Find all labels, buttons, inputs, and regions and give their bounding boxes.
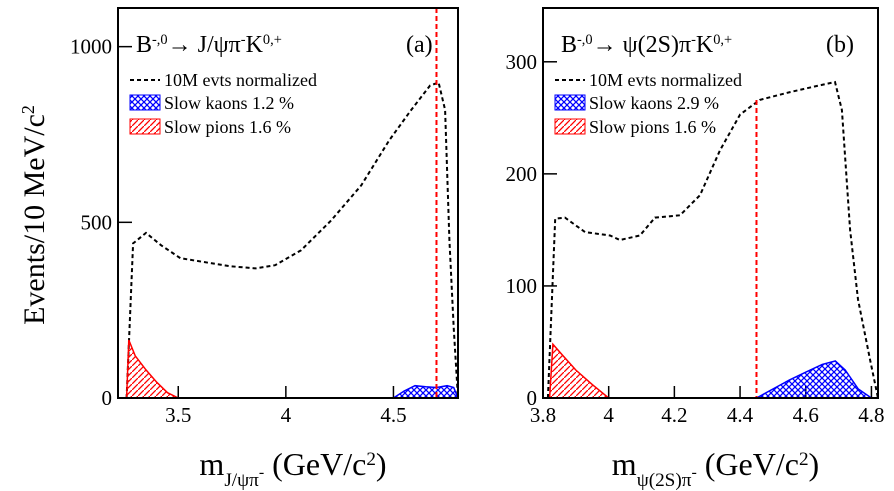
x-axis-label: mψ(2S)π- (GeV/c2) xyxy=(612,446,819,491)
legend-label: Slow kaons 2.9 % xyxy=(589,93,719,113)
panel-title-part: 0,+ xyxy=(263,32,282,48)
x-tick-label: 4.8 xyxy=(858,403,884,427)
x-axis-label-part: 2 xyxy=(366,449,376,470)
panel-title-part: - xyxy=(691,32,696,48)
reference-curve xyxy=(125,81,459,399)
plot-frame xyxy=(117,7,459,399)
legend-label: 10M evts normalized xyxy=(589,70,742,90)
legend-symbol xyxy=(554,118,586,135)
y-tick-label: 300 xyxy=(506,50,538,74)
panel-title-part: K xyxy=(246,32,264,58)
panel-title-part: - xyxy=(241,32,246,48)
x-axis-label-part: - xyxy=(691,464,696,481)
panel-label: (a) xyxy=(406,32,433,58)
x-tick-label: 4.4 xyxy=(727,403,754,427)
y-tick-label: 0 xyxy=(102,386,113,410)
x-axis-label-part: ) xyxy=(376,446,387,482)
y-tick-label: 200 xyxy=(506,162,538,186)
x-tick-label: 4.5 xyxy=(380,403,406,427)
legend-label: Slow pions 1.6 % xyxy=(589,117,716,137)
y-tick-label: 500 xyxy=(81,210,113,234)
x-axis-label-part: (GeV/c xyxy=(697,446,799,482)
x-axis-label-part: 2 xyxy=(799,449,809,470)
x-axis-label-part: m xyxy=(199,446,224,482)
x-axis-label-part: m xyxy=(612,446,637,482)
panel-title-part: → J/ψπ xyxy=(168,32,241,58)
x-tick-label: 4 xyxy=(603,403,614,427)
x-axis-label-part: J/ψπ xyxy=(224,470,259,491)
y-tick-label: 0 xyxy=(527,386,538,410)
legend-label: Slow kaons 1.2 % xyxy=(164,93,294,113)
x-tick-label: 3.5 xyxy=(165,403,191,427)
panel-title-part: 0,+ xyxy=(713,32,732,48)
y-tick-label: 100 xyxy=(506,274,538,298)
x-axis-label: mJ/ψπ- (GeV/c2) xyxy=(199,446,386,491)
hatched-area xyxy=(756,360,874,399)
legend-symbol xyxy=(129,94,161,111)
panel-title-part: -,0 xyxy=(577,32,593,48)
panel-title-part: → ψ(2S)π xyxy=(593,32,691,58)
panel-title: B-,0→ ψ(2S)π-K0,+ xyxy=(561,32,732,58)
panel-title-part: B xyxy=(561,32,577,58)
y-tick-label: 1000 xyxy=(70,35,112,59)
x-axis-label-part: ) xyxy=(809,446,820,482)
legend-label: Slow pions 1.6 % xyxy=(164,117,291,137)
x-tick-label: 4.6 xyxy=(793,403,819,427)
x-axis-label-part: - xyxy=(259,464,264,481)
panel-label: (b) xyxy=(826,32,854,58)
panel-title-part: -,0 xyxy=(152,32,168,48)
x-tick-label: 3.8 xyxy=(530,403,556,427)
y-axis-label-part: Events/10 MeV/c xyxy=(18,114,51,325)
x-axis-label-part: (GeV/c xyxy=(264,446,366,482)
legend-label: 10M evts normalized xyxy=(164,70,317,90)
panel-title: B-,0→ J/ψπ-K0,+ xyxy=(136,32,282,58)
plot-frame xyxy=(542,7,879,399)
panel-title-part: K xyxy=(696,32,714,58)
panel-title-part: B xyxy=(136,32,152,58)
legend-symbol xyxy=(129,118,161,135)
y-axis-label: Events/10 MeV/c2 xyxy=(18,105,51,325)
legend-symbol xyxy=(554,94,586,111)
x-tick-label: 4 xyxy=(281,403,292,427)
x-tick-label: 4.2 xyxy=(661,403,687,427)
x-axis-label-part: ψ(2S)π xyxy=(637,470,692,491)
y-axis-label-part: 2 xyxy=(18,105,38,114)
